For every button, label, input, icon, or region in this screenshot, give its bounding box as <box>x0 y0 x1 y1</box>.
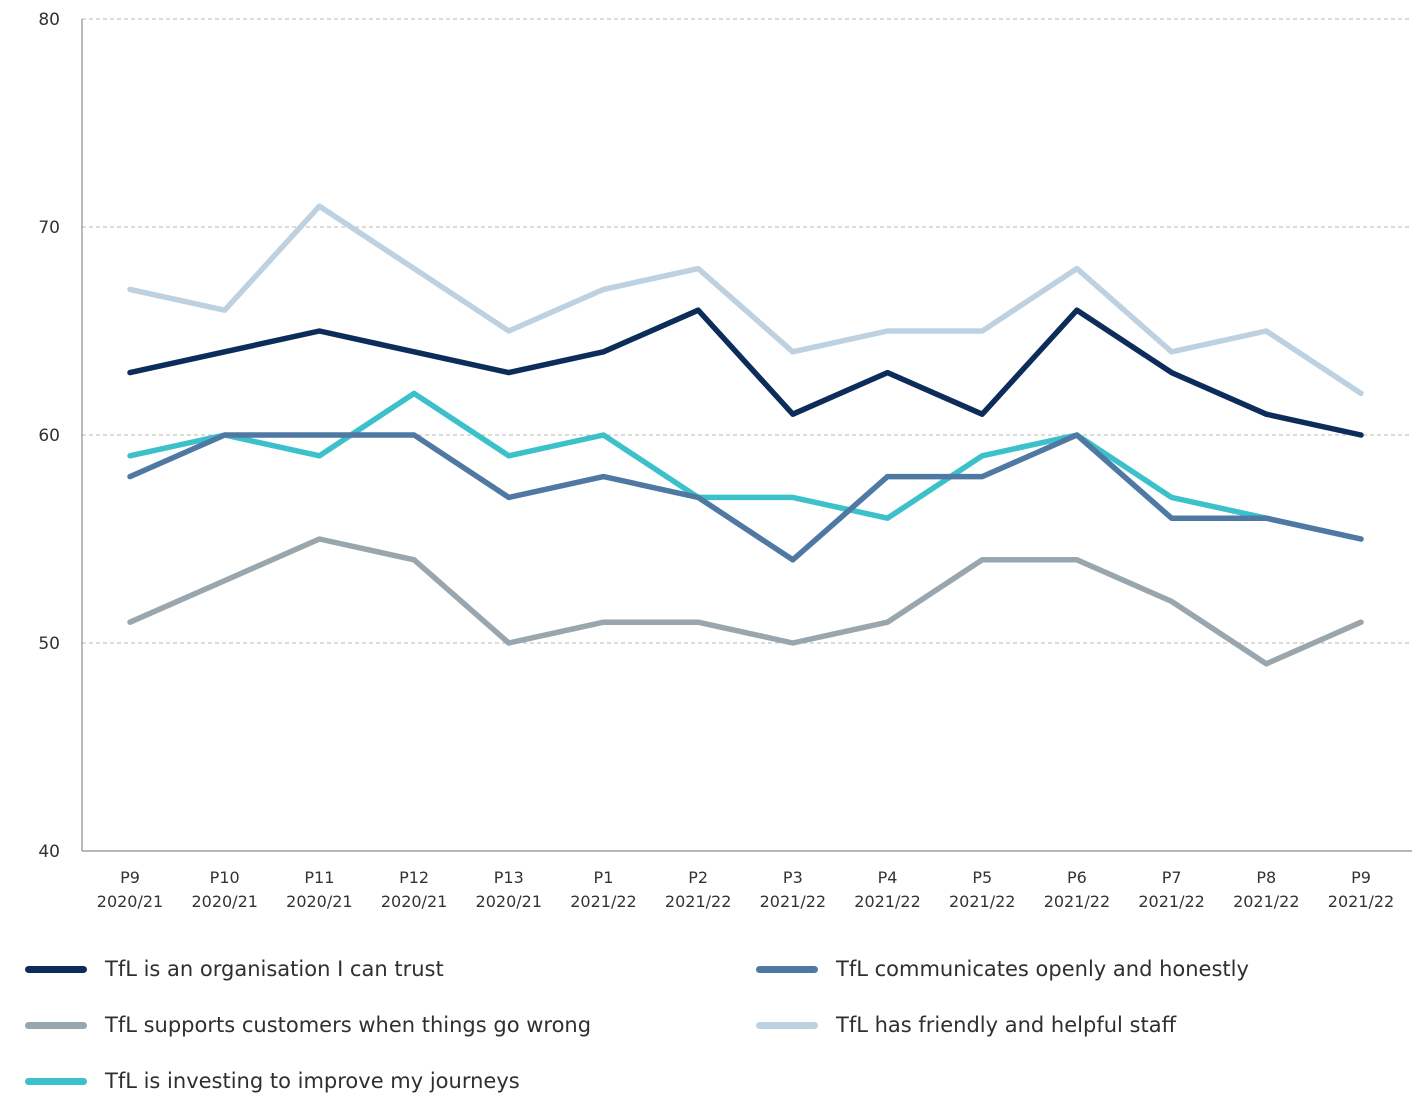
x-tick-label-year: 2021/22 <box>854 892 920 911</box>
x-tick-label-year: 2021/22 <box>949 892 1015 911</box>
x-tick-label-period: P10 <box>210 868 240 887</box>
legend-item-supports[interactable]: TfL supports customers when things go wr… <box>25 1010 591 1040</box>
x-tick-label-year: 2021/22 <box>665 892 731 911</box>
x-tick-label-period: P4 <box>878 868 898 887</box>
legend-swatch <box>25 1021 87 1029</box>
x-tick-label-year: 2020/21 <box>381 892 447 911</box>
x-tick-label-period: P12 <box>399 868 429 887</box>
x-tick-label-year: 2020/21 <box>476 892 542 911</box>
legend-label: TfL communicates openly and honestly <box>836 957 1249 981</box>
x-tick-label-year: 2021/22 <box>570 892 636 911</box>
series-line-4 <box>127 432 1364 563</box>
x-tick-label-year: 2021/22 <box>1044 892 1110 911</box>
x-tick-label-year: 2020/21 <box>97 892 163 911</box>
x-tick-label-period: P13 <box>494 868 524 887</box>
legend-label: TfL has friendly and helpful staff <box>836 1013 1177 1037</box>
y-tick-label: 40 <box>38 842 60 862</box>
y-tick-label: 70 <box>38 218 60 238</box>
x-tick-label-period: P8 <box>1256 868 1276 887</box>
legend-item-staff[interactable]: TfL has friendly and helpful staff <box>756 1010 1176 1040</box>
x-tick-label-period: P5 <box>972 868 992 887</box>
x-tick-label-year: 2021/22 <box>1233 892 1299 911</box>
x-tick-label-period: P9 <box>1351 868 1371 887</box>
y-tick-label: 60 <box>38 426 60 446</box>
x-tick-label-period: P9 <box>120 868 140 887</box>
y-tick-label: 50 <box>38 634 60 654</box>
line-chart: 40 50 60 70 80 P9 2020/21 P10 2020/21 P11 2020/21… <box>38 10 1412 911</box>
x-tick-label-year: 2021/22 <box>1138 892 1204 911</box>
series-line-5 <box>127 307 1364 438</box>
legend-label: TfL supports customers when things go wr… <box>105 1013 592 1037</box>
series-line-3 <box>127 390 1364 542</box>
x-tick-label-period: P2 <box>688 868 708 887</box>
x-tick-label-year: 2020/21 <box>286 892 352 911</box>
series-lines <box>127 203 1364 667</box>
x-axis-ticks: P9 2020/21 P10 2020/21 P11 2020/21 P12 2020/21 P… <box>97 868 1394 911</box>
x-tick-label-period: P7 <box>1162 868 1182 887</box>
x-tick-label-year: 2021/22 <box>760 892 826 911</box>
legend-item-investing[interactable]: TfL is investing to improve my journeys <box>25 1066 520 1096</box>
legend-swatch <box>25 965 87 973</box>
x-tick-label-period: P1 <box>594 868 614 887</box>
x-tick-label-period: P6 <box>1067 868 1087 887</box>
y-axis-ticks: 40 50 60 70 80 <box>38 10 60 862</box>
legend-swatch <box>25 1077 87 1085</box>
axes <box>81 19 1412 852</box>
gridlines <box>82 18 1412 644</box>
legend-swatch <box>756 1021 818 1029</box>
legend-swatch <box>756 965 818 973</box>
x-tick-label-year: 2021/22 <box>1328 892 1394 911</box>
series-line-1 <box>127 203 1364 397</box>
legend-label: TfL is investing to improve my journeys <box>105 1069 520 1093</box>
series-line-2 <box>127 536 1364 667</box>
legend-label: TfL is an organisation I can trust <box>105 957 444 981</box>
y-tick-label: 80 <box>38 10 60 30</box>
legend-item-communicates[interactable]: TfL communicates openly and honestly <box>756 954 1249 984</box>
legend-item-trust[interactable]: TfL is an organisation I can trust <box>25 954 444 984</box>
x-tick-label-year: 2020/21 <box>191 892 257 911</box>
legend: TfL is an organisation I can trust TfL c… <box>0 940 1415 1097</box>
x-tick-label-period: P3 <box>783 868 803 887</box>
x-tick-label-period: P11 <box>304 868 334 887</box>
